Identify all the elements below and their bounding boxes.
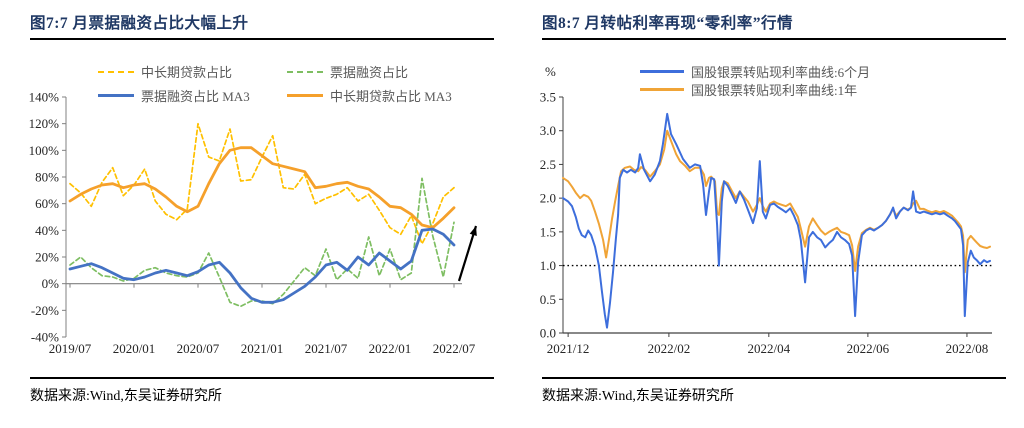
svg-text:140%: 140%: [29, 90, 60, 105]
svg-text:120%: 120%: [29, 116, 60, 131]
figure7-title-rule: [30, 38, 494, 40]
legend-item-bill-financing: 票据融资占比: [287, 62, 408, 81]
y-axis-unit-label: %: [545, 64, 556, 79]
svg-text:0%: 0%: [42, 276, 60, 291]
legend-label: 中长期贷款占比 MA3: [330, 89, 452, 104]
solid-line-swatch: [287, 94, 323, 97]
svg-text:2.0: 2.0: [540, 191, 556, 206]
legend-label: 中长期贷款占比: [141, 65, 233, 80]
svg-text:1.5: 1.5: [540, 224, 556, 239]
figure8-title: 图8:7 月转帖利率再现“零利率”行情: [542, 15, 794, 32]
solid-line-swatch: [98, 94, 134, 97]
svg-text:100%: 100%: [29, 143, 60, 158]
svg-text:3.0: 3.0: [540, 123, 556, 138]
svg-text:2021/12: 2021/12: [547, 341, 590, 356]
svg-text:2020/01: 2020/01: [113, 341, 156, 356]
svg-text:-40%: -40%: [31, 330, 59, 345]
svg-text:2021/01: 2021/01: [241, 341, 284, 356]
dashed-line-swatch: [98, 70, 134, 73]
svg-text:2021/07: 2021/07: [305, 341, 348, 356]
svg-text:40%: 40%: [35, 223, 59, 238]
svg-text:2022/08: 2022/08: [946, 341, 989, 356]
svg-text:0.0: 0.0: [540, 326, 556, 341]
solid-line-swatch: [640, 88, 684, 91]
legend-label: 国股银票转贴现利率曲线:1年: [691, 83, 858, 98]
legend-label: 票据融资占比: [330, 65, 409, 80]
svg-text:-20%: -20%: [31, 303, 59, 318]
svg-text:2022/06: 2022/06: [847, 341, 890, 356]
svg-text:2022/07: 2022/07: [433, 341, 476, 356]
dashed-line-swatch: [287, 70, 323, 73]
svg-text:2022/01: 2022/01: [369, 341, 412, 356]
legend-label: 票据融资占比 MA3: [141, 89, 250, 104]
figure8-title-rule: [542, 38, 1006, 40]
legend-item-bill-financing-ma3: 票据融资占比 MA3: [98, 86, 250, 105]
solid-line-swatch: [640, 70, 684, 73]
figure8-source-rule: [542, 377, 1006, 379]
legend-item-medium-long-loan: 中长期贷款占比: [98, 62, 232, 81]
svg-text:2.5: 2.5: [540, 157, 556, 172]
svg-text:2020/07: 2020/07: [177, 341, 220, 356]
figure7-source: 数据来源:Wind,东吴证券研究所: [30, 389, 222, 404]
svg-text:2022/02: 2022/02: [648, 341, 691, 356]
svg-text:60%: 60%: [35, 196, 59, 211]
legend-item-rediscount-6m: 国股银票转贴现利率曲线:6个月: [640, 62, 870, 81]
svg-text:80%: 80%: [35, 170, 59, 185]
svg-text:2022/04: 2022/04: [748, 341, 791, 356]
legend-item-rediscount-1y: 国股银票转贴现利率曲线:1年: [640, 80, 857, 99]
svg-text:1.0: 1.0: [540, 258, 556, 273]
svg-text:0.5: 0.5: [540, 292, 556, 307]
figure8-source: 数据来源:Wind,东吴证券研究所: [542, 389, 734, 404]
svg-text:2019/07: 2019/07: [49, 341, 92, 356]
figure7-line-chart: 140% 120% 100% 80% 60% 40% 20% 0% -20% -40%2019/0…: [29, 90, 478, 356]
figure7-title: 图7:7 月票据融资占比大幅上升: [30, 15, 249, 32]
figure7-source-rule: [30, 377, 494, 379]
svg-text:20%: 20%: [35, 250, 59, 265]
legend-label: 国股银票转贴现利率曲线:6个月: [691, 65, 871, 80]
legend-item-medium-long-loan-ma3: 中长期贷款占比 MA3: [287, 86, 452, 105]
svg-text:3.5: 3.5: [540, 90, 556, 105]
